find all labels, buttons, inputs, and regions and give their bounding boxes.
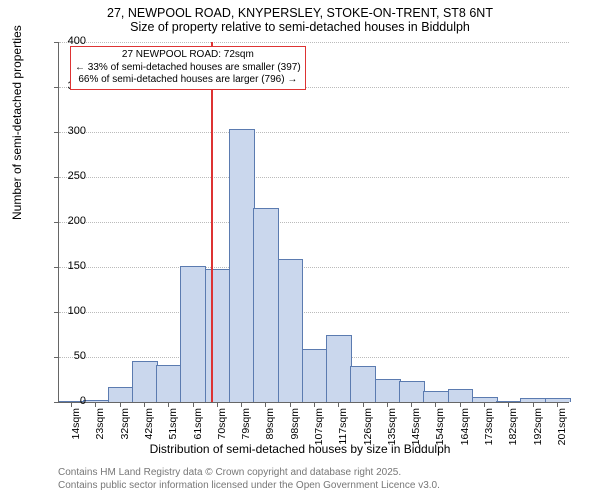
histogram-bar — [108, 387, 134, 402]
xtick-mark — [508, 402, 509, 407]
xtick-mark — [241, 402, 242, 407]
xtick-label: 135sqm — [386, 408, 398, 458]
title-line-2: Size of property relative to semi-detach… — [0, 20, 600, 34]
footer-line-2: Contains public sector information licen… — [58, 479, 440, 492]
xtick-mark — [144, 402, 145, 407]
xtick-label: 51sqm — [167, 408, 179, 458]
gridline — [59, 42, 569, 43]
xtick-mark — [314, 402, 315, 407]
histogram-bar — [229, 129, 255, 402]
histogram-bar — [156, 365, 182, 402]
gridline — [59, 267, 569, 268]
xtick-mark — [460, 402, 461, 407]
histogram-bar — [253, 208, 279, 403]
xtick-mark — [338, 402, 339, 407]
histogram-bar — [423, 391, 449, 402]
chart-title: 27, NEWPOOL ROAD, KNYPERSLEY, STOKE-ON-T… — [0, 6, 600, 34]
xtick-mark — [168, 402, 169, 407]
xtick-mark — [120, 402, 121, 407]
xtick-mark — [387, 402, 388, 407]
xtick-mark — [217, 402, 218, 407]
xtick-mark — [411, 402, 412, 407]
xtick-mark — [363, 402, 364, 407]
xtick-label: 164sqm — [459, 408, 471, 458]
xtick-mark — [557, 402, 558, 407]
footer-attribution: Contains HM Land Registry data © Crown c… — [58, 466, 440, 492]
title-line-1: 27, NEWPOOL ROAD, KNYPERSLEY, STOKE-ON-T… — [0, 6, 600, 20]
xtick-label: 79sqm — [240, 408, 252, 458]
ytick-label: 200 — [56, 215, 86, 227]
gridline — [59, 222, 569, 223]
xtick-label: 23sqm — [94, 408, 106, 458]
ytick-label: 100 — [56, 305, 86, 317]
xtick-mark — [435, 402, 436, 407]
histogram-bar — [205, 269, 231, 402]
ytick-label: 300 — [56, 125, 86, 137]
ytick-label: 50 — [56, 350, 86, 362]
xtick-label: 126sqm — [362, 408, 374, 458]
xtick-label: 14sqm — [70, 408, 82, 458]
xtick-mark — [484, 402, 485, 407]
xtick-mark — [193, 402, 194, 407]
xtick-label: 42sqm — [143, 408, 155, 458]
y-axis-label: Number of semi-detached properties — [10, 25, 24, 220]
gridline — [59, 312, 569, 313]
xtick-label: 89sqm — [264, 408, 276, 458]
xtick-label: 154sqm — [434, 408, 446, 458]
histogram-bar — [350, 366, 376, 402]
xtick-mark — [533, 402, 534, 407]
plot-area — [58, 42, 569, 403]
histogram-bar — [278, 259, 304, 402]
histogram-bar — [302, 349, 328, 402]
chart-container: { "chart": { "type": "histogram", "title… — [0, 0, 600, 500]
annotation-box: 27 NEWPOOL ROAD: 72sqm← 33% of semi-deta… — [70, 46, 306, 90]
xtick-label: 117sqm — [337, 408, 349, 458]
ytick-label: 0 — [56, 395, 86, 407]
xtick-mark — [265, 402, 266, 407]
xtick-label: 98sqm — [289, 408, 301, 458]
ytick-label: 150 — [56, 260, 86, 272]
xtick-label: 182sqm — [507, 408, 519, 458]
xtick-label: 192sqm — [532, 408, 544, 458]
xtick-label: 61sqm — [192, 408, 204, 458]
xtick-label: 32sqm — [119, 408, 131, 458]
annotation-line3: 66% of semi-detached houses are larger (… — [75, 74, 301, 87]
xtick-label: 173sqm — [483, 408, 495, 458]
histogram-bar — [399, 381, 425, 402]
histogram-bar — [326, 335, 352, 402]
ytick-label: 250 — [56, 170, 86, 182]
histogram-bar — [180, 266, 206, 402]
xtick-label: 107sqm — [313, 408, 325, 458]
xtick-mark — [95, 402, 96, 407]
gridline — [59, 132, 569, 133]
marker-line — [211, 42, 213, 402]
xtick-mark — [290, 402, 291, 407]
annotation-line2: ← 33% of semi-detached houses are smalle… — [75, 62, 301, 75]
histogram-bar — [375, 379, 401, 402]
xtick-label: 145sqm — [410, 408, 422, 458]
histogram-bar — [448, 389, 474, 402]
footer-line-1: Contains HM Land Registry data © Crown c… — [58, 466, 440, 479]
xtick-label: 201sqm — [556, 408, 568, 458]
gridline — [59, 177, 569, 178]
xtick-label: 70sqm — [216, 408, 228, 458]
histogram-bar — [132, 361, 158, 402]
annotation-line1: 27 NEWPOOL ROAD: 72sqm — [75, 49, 301, 62]
